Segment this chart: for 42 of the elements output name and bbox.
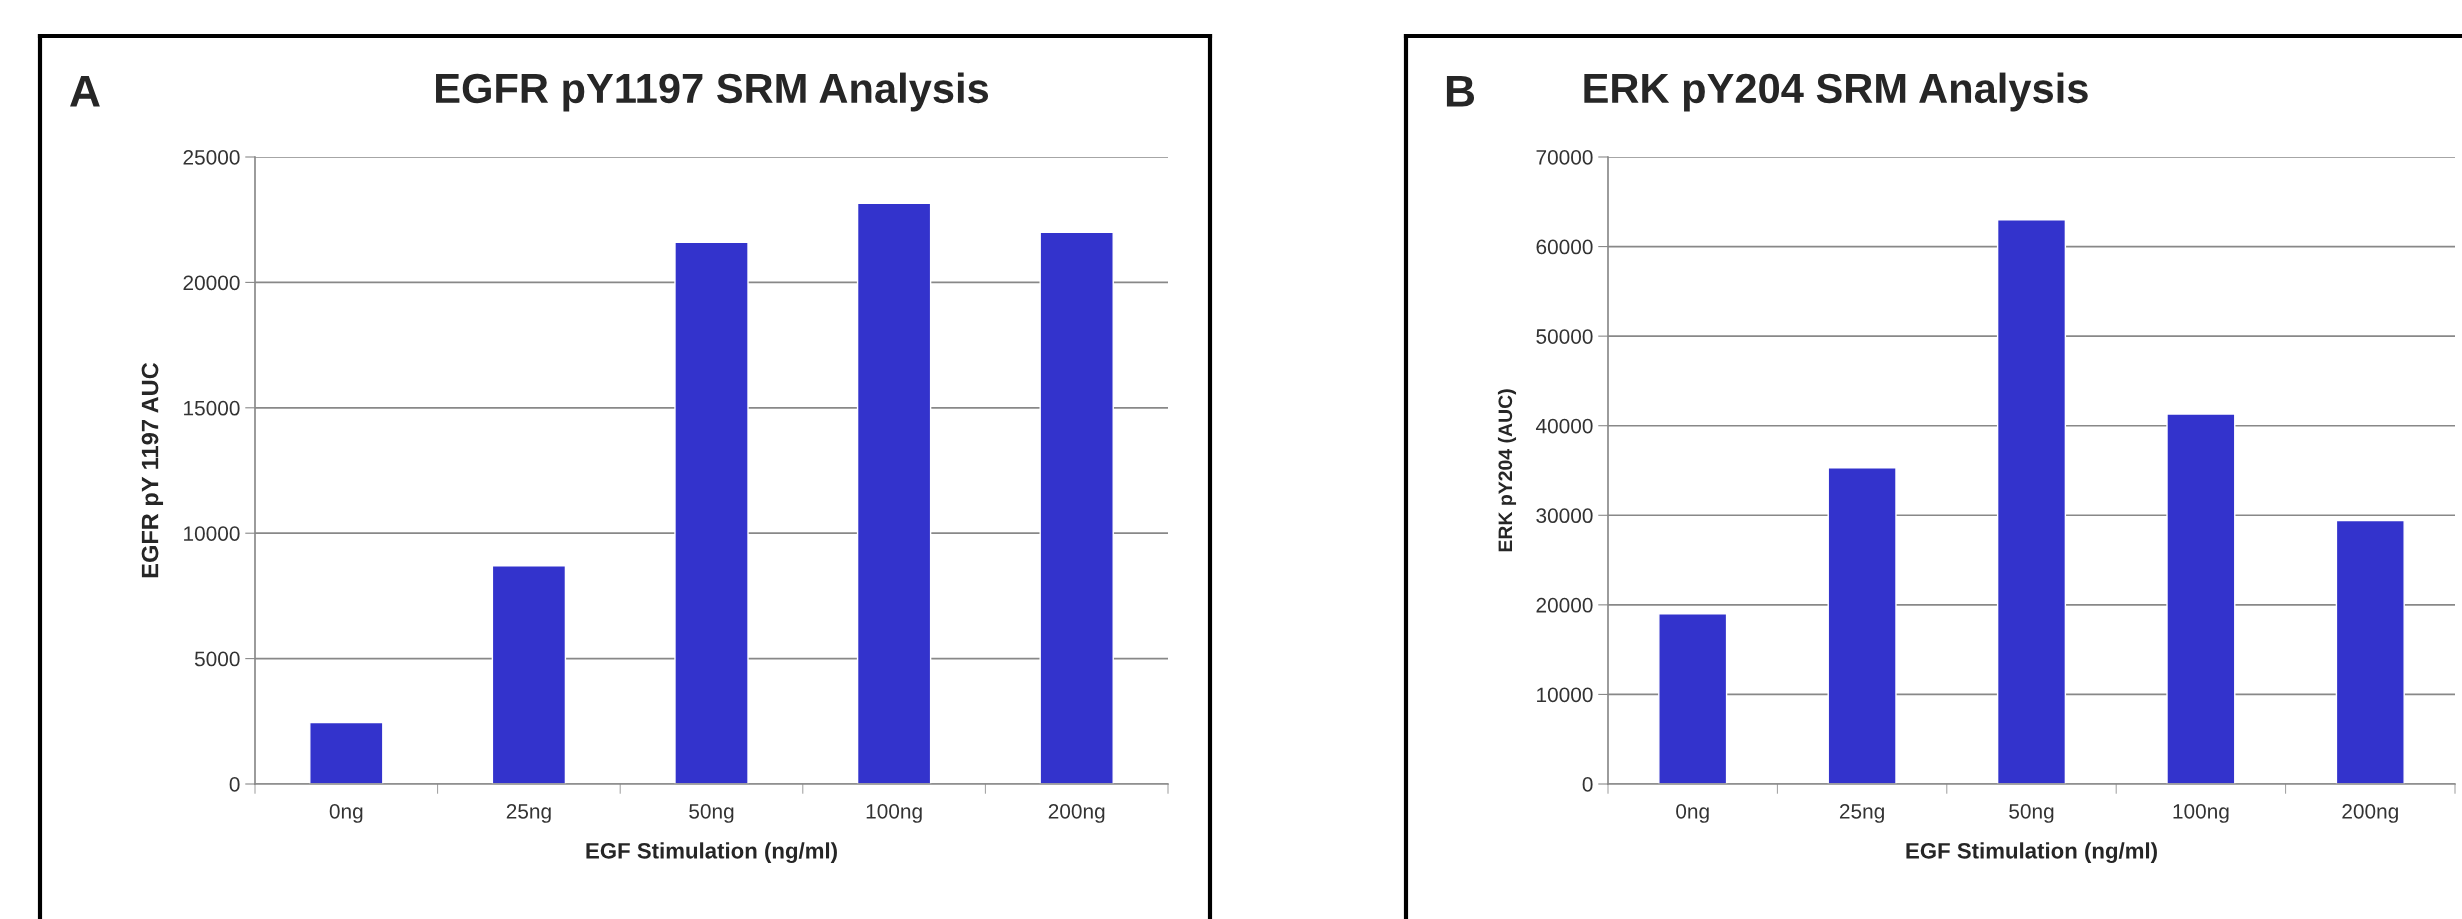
bar — [1996, 219, 2067, 784]
y-tick-label: 20000 — [183, 275, 240, 291]
y-tick-label: 30000 — [1536, 508, 1593, 524]
y-tick-label: 0 — [1582, 777, 1593, 792]
x-tick-label: 200ng — [1048, 803, 1105, 823]
y-axis-title: ERK pY204 (AUC) — [1497, 389, 1517, 552]
bar — [1039, 231, 1114, 784]
y-tick-label: 25000 — [183, 150, 240, 165]
y-tick-label: 20000 — [1536, 597, 1593, 613]
y-tick-label: 15000 — [184, 400, 240, 416]
bar — [309, 721, 384, 784]
bar — [1827, 467, 1897, 784]
chart-title: ERK pY204 SRM Analysis — [1584, 72, 2088, 112]
y-tick-label: 70000 — [1536, 150, 1593, 165]
x-tick-label: 0ng — [329, 803, 363, 823]
bar — [491, 565, 567, 784]
bar — [1658, 613, 1728, 784]
y-tick-label: 60000 — [1536, 239, 1593, 255]
x-tick-label: 100ng — [866, 803, 922, 823]
bar — [856, 202, 932, 784]
bar — [674, 241, 749, 784]
y-tick-label: 10000 — [1537, 687, 1593, 703]
x-axis-title: EGF Stimulation (ng/ml) — [586, 842, 837, 864]
x-tick-label: 100ng — [2173, 803, 2229, 823]
text: B — [1446, 75, 1475, 107]
x-tick-label: 50ng — [2009, 803, 2054, 823]
x-axis-title: EGF Stimulation (ng/ml) — [1906, 842, 2157, 864]
bar — [2166, 413, 2236, 784]
x-tick-label: 200ng — [2342, 803, 2398, 823]
y-tick-label: 40000 — [1535, 418, 1593, 434]
x-tick-label: 25ng — [1839, 803, 1884, 823]
y-axis-title: EGFR pY 1197 AUC — [141, 362, 164, 578]
y-tick-label: 50000 — [1536, 329, 1593, 344]
y-tick-label: 10000 — [184, 526, 240, 541]
x-tick-label: 50ng — [689, 803, 734, 823]
x-tick-label: 25ng — [506, 803, 551, 823]
bar — [2335, 519, 2405, 784]
y-tick-label: 0 — [229, 777, 240, 792]
y-tick-label: 5000 — [194, 651, 240, 667]
x-tick-label: 0ng — [1676, 803, 1709, 823]
chart-title: EGFR pY1197 SRM Analysis — [436, 72, 989, 112]
text: A — [70, 75, 100, 107]
